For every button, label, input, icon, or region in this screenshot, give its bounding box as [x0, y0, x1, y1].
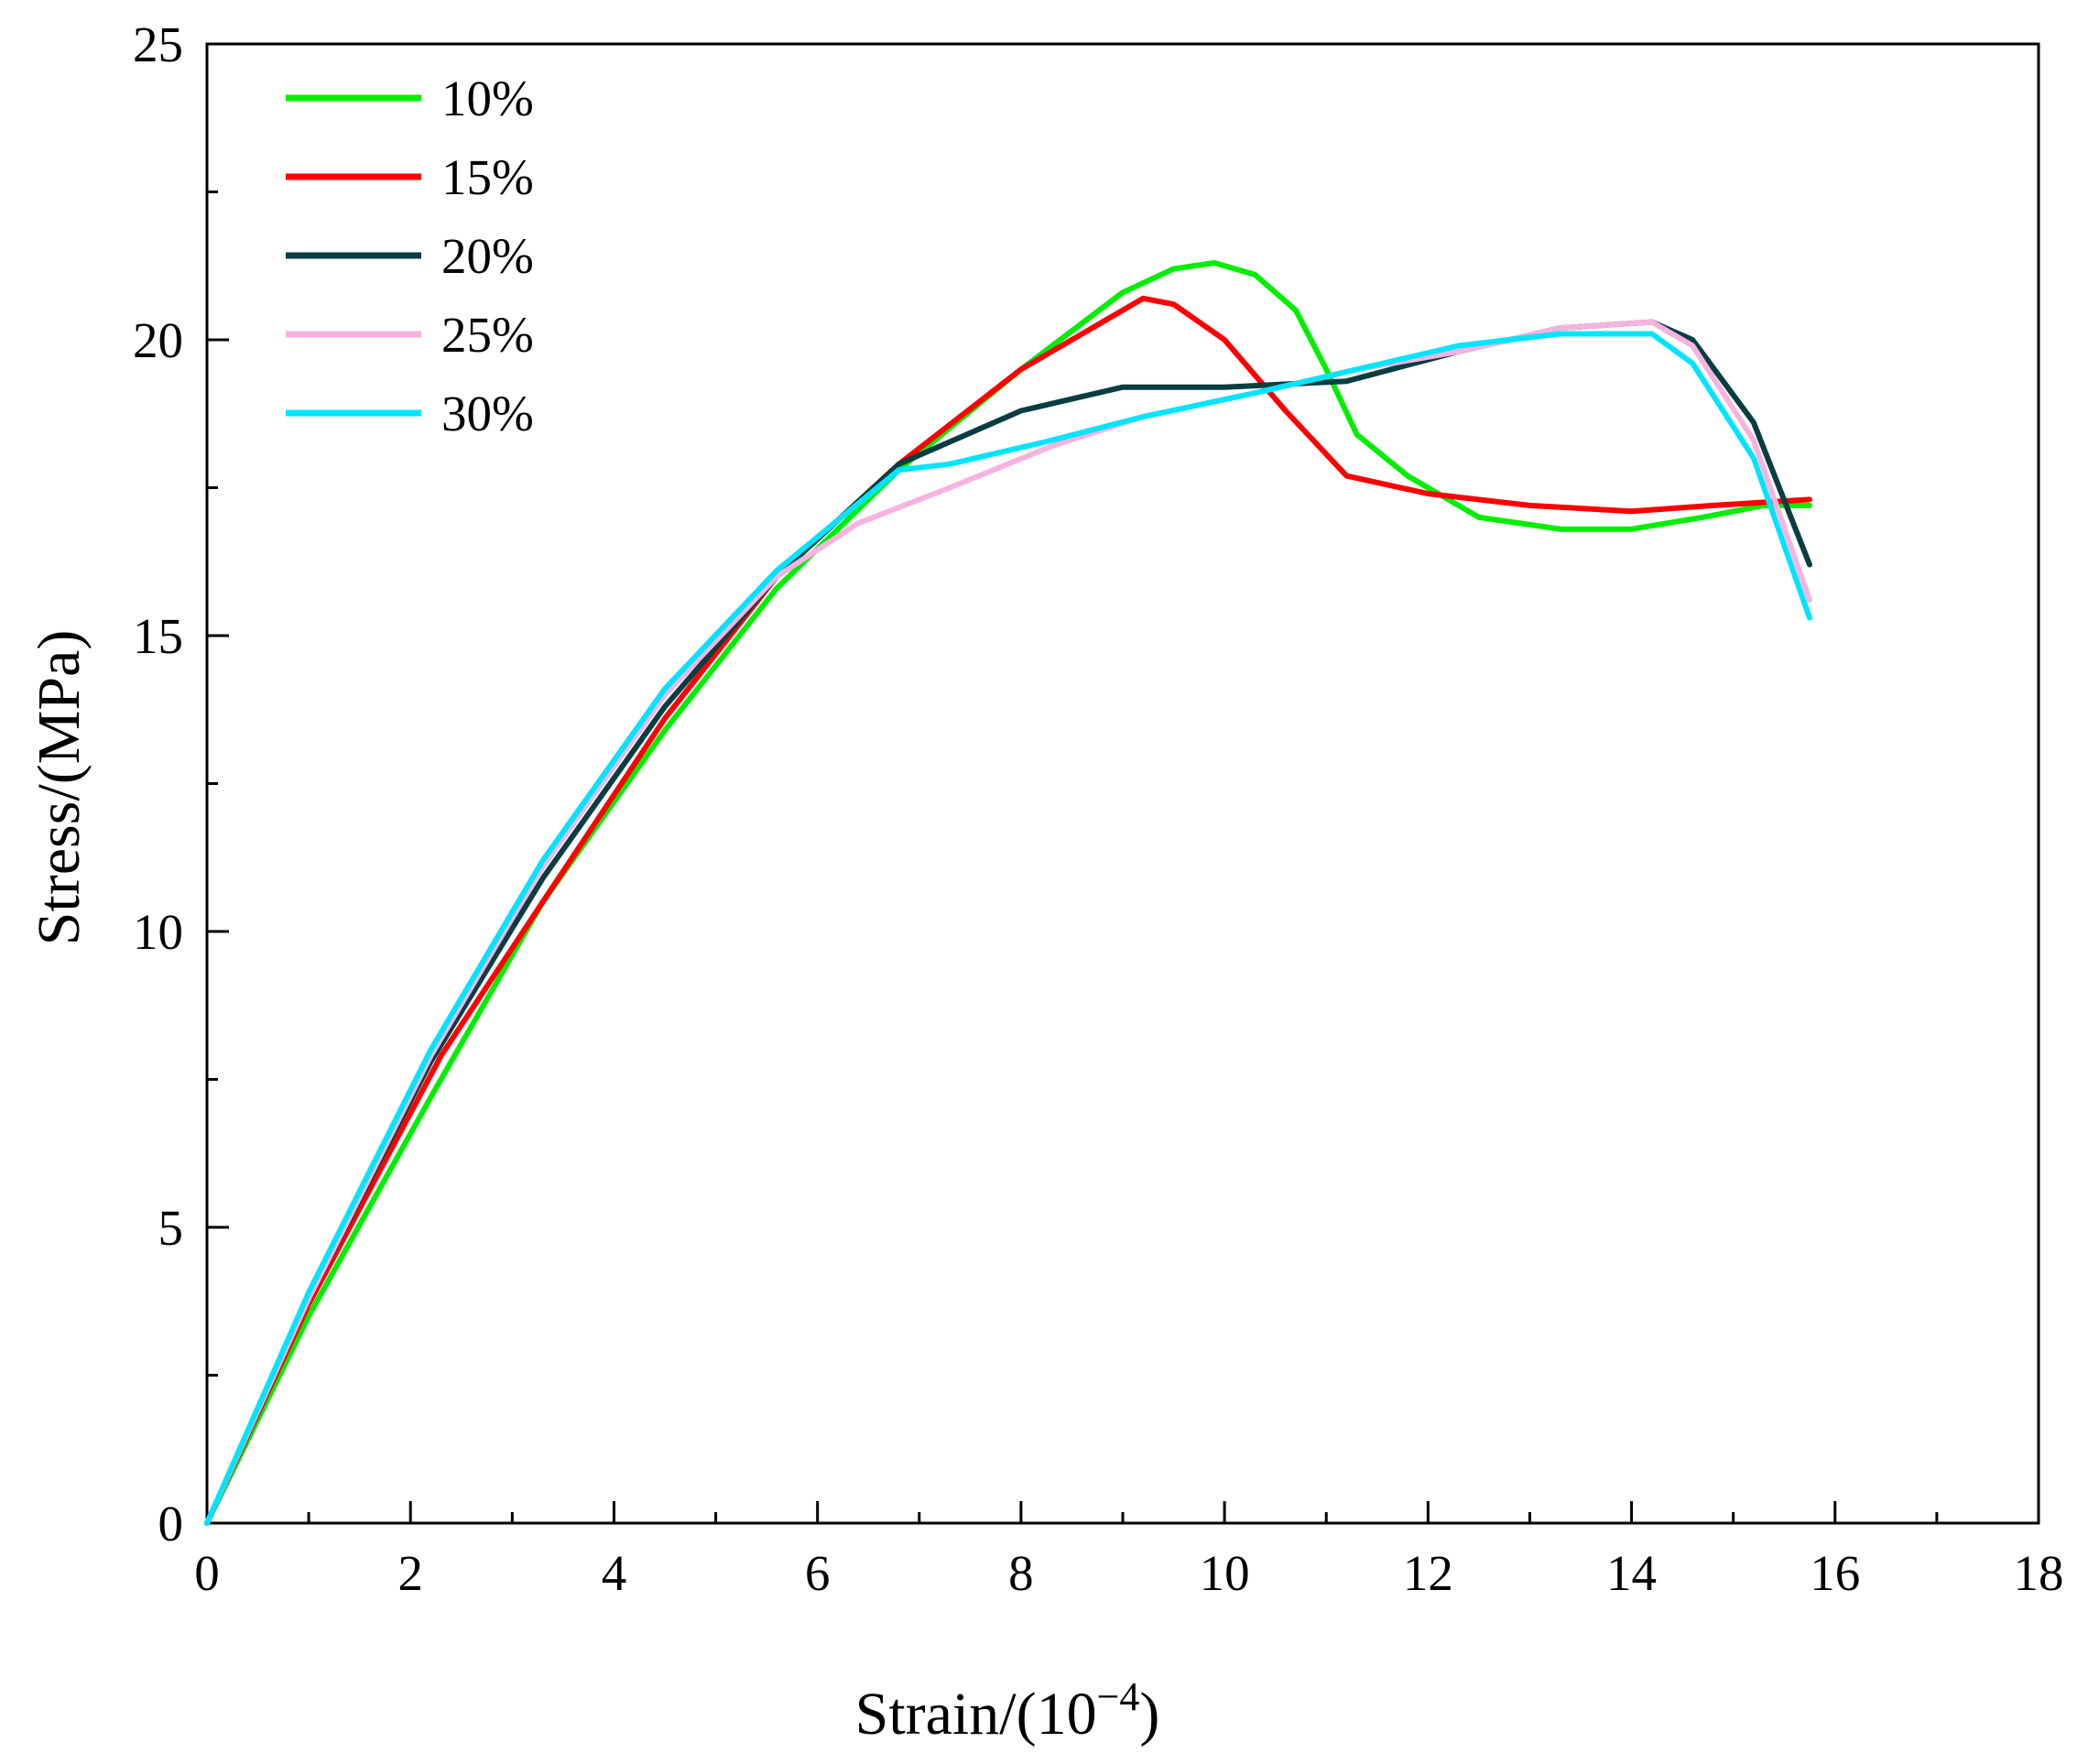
- y-tick-label: 0: [158, 1496, 184, 1552]
- x-axis-ticks: 0 2 4 6 8 10 12 14 16 18: [194, 1501, 2064, 1601]
- legend-label: 15%: [441, 149, 534, 205]
- x-tick-label: 6: [805, 1545, 831, 1601]
- series-line-10pct: [204, 260, 1812, 1526]
- y-tick-label: 10: [133, 904, 183, 960]
- x-tick-label: 10: [1200, 1545, 1250, 1601]
- series-lines: [204, 260, 1812, 1526]
- x-tick-label: 8: [1008, 1545, 1034, 1601]
- series-line-15pct: [204, 295, 1812, 1526]
- legend-label: 10%: [441, 71, 534, 126]
- series-line-20pct: [204, 319, 1812, 1526]
- x-tick-label: 18: [2014, 1545, 2064, 1601]
- legend-item: 15%: [286, 149, 534, 205]
- x-axis-title: Strain/(10−4): [855, 1674, 1160, 1748]
- y-tick-label: 25: [133, 16, 183, 72]
- x-tick-label: 12: [1403, 1545, 1453, 1601]
- legend-item: 25%: [286, 307, 534, 363]
- series-line-25pct: [204, 319, 1812, 1526]
- y-tick-label: 20: [133, 312, 183, 368]
- legend-label: 25%: [441, 307, 534, 363]
- legend-item: 20%: [286, 228, 534, 284]
- x-tick-label: 0: [194, 1545, 220, 1601]
- x-tick-label: 4: [602, 1545, 627, 1601]
- x-tick-label: 2: [397, 1545, 423, 1601]
- legend-item: 10%: [286, 71, 534, 126]
- legend-label: 20%: [441, 228, 534, 284]
- y-tick-label: 5: [158, 1200, 184, 1256]
- y-tick-label: 15: [133, 608, 183, 664]
- series-line-30pct: [204, 331, 1812, 1526]
- legend: 10% 15% 20% 25% 30%: [286, 71, 534, 441]
- legend-item: 30%: [286, 386, 534, 441]
- x-tick-label: 14: [1606, 1545, 1657, 1601]
- y-axis-title: Stress/(MPa): [26, 630, 92, 946]
- legend-label: 30%: [441, 386, 534, 441]
- x-tick-label: 16: [1810, 1545, 1860, 1601]
- y-axis-ticks: 0 5 10 15 20 25: [133, 16, 229, 1552]
